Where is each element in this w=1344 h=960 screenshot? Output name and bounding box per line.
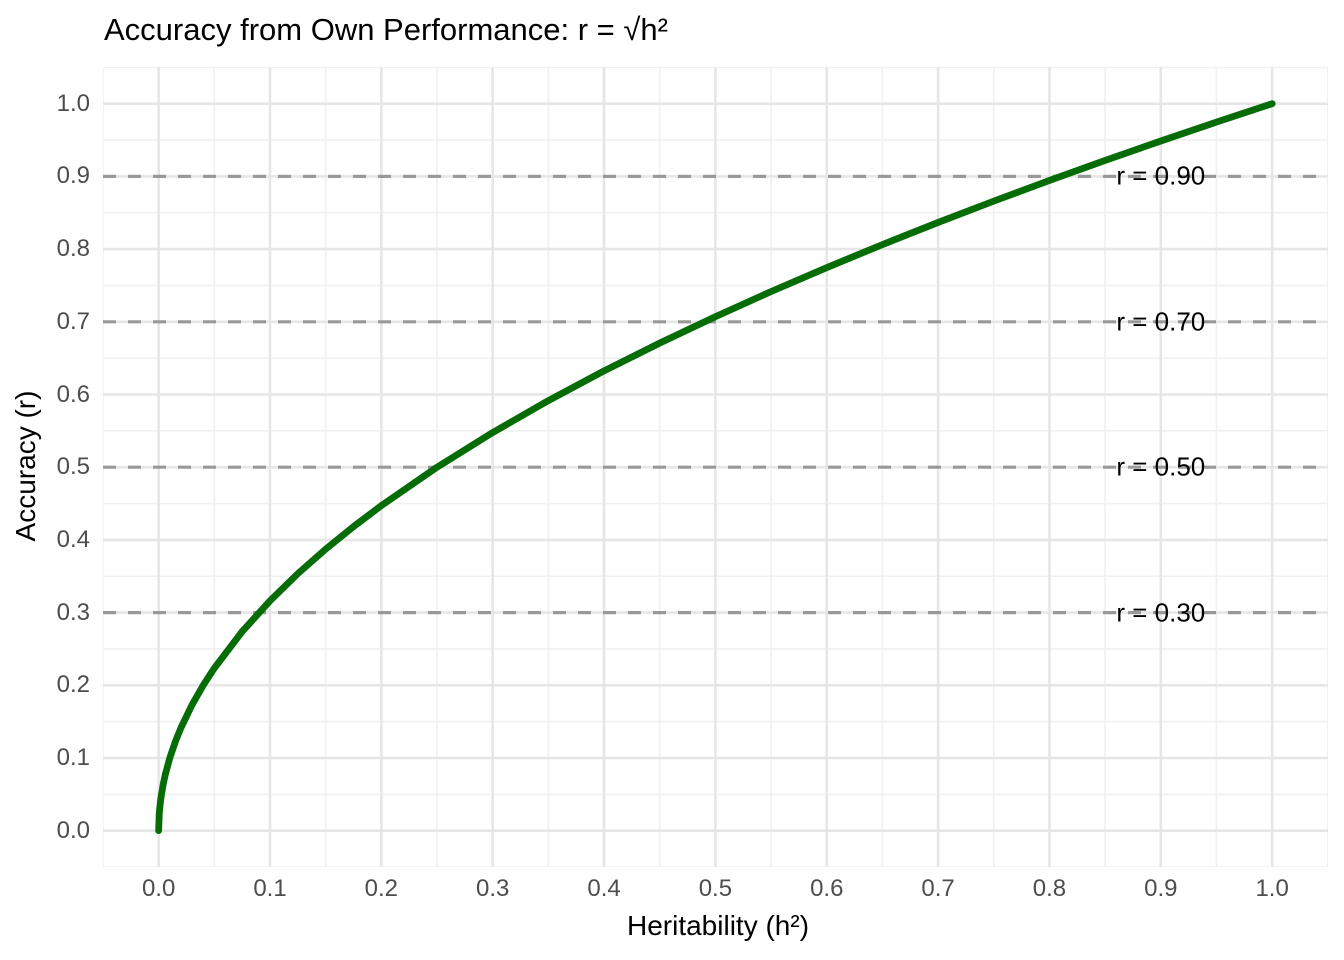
y-tick-label: 0.5 <box>56 453 90 481</box>
x-tick-label: 0.1 <box>253 875 287 902</box>
y-tick-label: 1.0 <box>56 89 90 117</box>
reference-line-label: r = 0.90 <box>1116 160 1206 191</box>
x-tick-label: 0.7 <box>921 875 955 902</box>
y-tick-label: 0.1 <box>56 744 90 771</box>
x-tick-label: 0.3 <box>476 875 510 902</box>
x-tick-label: 0.6 <box>810 875 844 902</box>
y-tick-label: 0.0 <box>56 816 90 844</box>
y-tick-label: 0.8 <box>56 235 90 263</box>
reference-line-label: r = 0.50 <box>1116 451 1206 482</box>
y-tick-label: 0.4 <box>56 525 90 553</box>
x-tick-label: 0.8 <box>1032 875 1067 902</box>
chart-title: Accuracy from Own Performance: r = √h² <box>104 12 668 47</box>
x-tick-label: 1.0 <box>1255 875 1289 902</box>
x-tick-label: 0.4 <box>587 875 621 902</box>
y-tick-label: 0.3 <box>56 598 90 626</box>
x-tick-label: 0.0 <box>141 875 176 902</box>
y-tick-label: 0.6 <box>56 380 90 408</box>
reference-line-label: r = 0.30 <box>1116 597 1206 628</box>
x-tick-label: 0.2 <box>364 875 399 902</box>
x-tick-label: 0.5 <box>698 875 733 902</box>
x-axis-title: Heritability (h²) <box>626 910 810 941</box>
y-tick-label: 0.2 <box>56 671 90 699</box>
reference-line-label: r = 0.70 <box>1116 306 1206 337</box>
plot-panel <box>103 67 1328 867</box>
curve-sqrt-h2 <box>155 100 1276 835</box>
y-tick-label: 0.9 <box>56 162 90 190</box>
y-tick-label: 0.7 <box>56 307 90 335</box>
x-tick-label: 0.9 <box>1144 875 1178 902</box>
